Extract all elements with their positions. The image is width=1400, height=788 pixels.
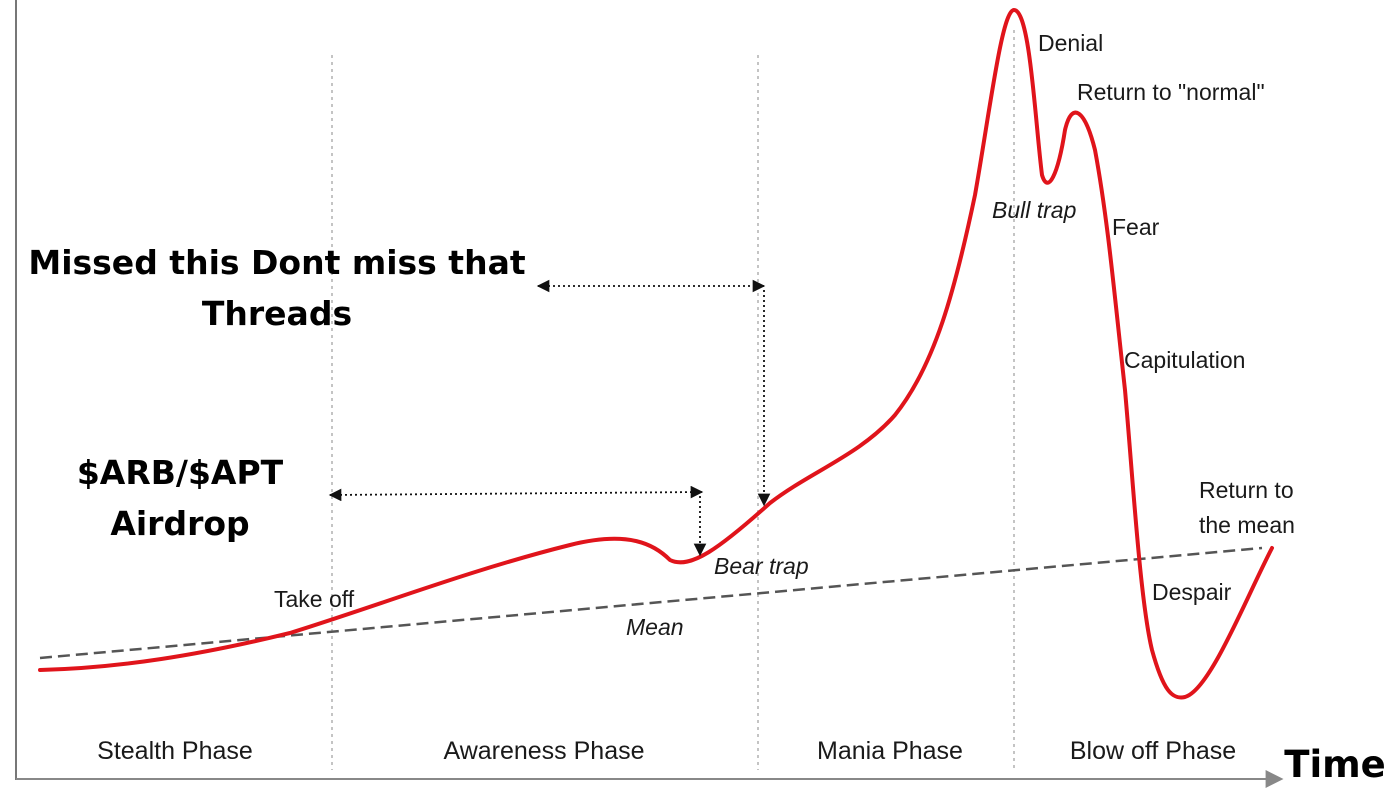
label-despair: Despair <box>1152 579 1232 605</box>
phase-label-awareness: Awareness Phase <box>443 737 644 765</box>
label-take-off: Take off <box>274 586 355 612</box>
label-bull-trap: Bull trap <box>992 197 1077 223</box>
x-axis-label: Time <box>1284 743 1386 786</box>
callout-airdrop-line2: Airdrop <box>110 504 249 543</box>
phase-label-stealth: Stealth Phase <box>97 737 253 765</box>
mean-line <box>39 546 1263 660</box>
label-bear-trap: Bear trap <box>714 553 809 579</box>
label-capitulation: Capitulation <box>1124 347 1245 373</box>
price-curve <box>38 8 1274 700</box>
callout-airdrop-line1: $ARB/$APT <box>77 453 284 492</box>
label-denial: Denial <box>1038 30 1103 56</box>
callout-threads-line2: Threads <box>202 294 352 333</box>
airdrop-arrow-h <box>328 485 704 502</box>
label-mean: Mean <box>626 614 684 640</box>
callout-threads-line1: Missed this Dont miss that <box>28 243 525 282</box>
phase-label-blowoff: Blow off Phase <box>1070 737 1236 765</box>
label-return-normal: Return to "normal" <box>1077 79 1265 105</box>
phase-label-mania: Mania Phase <box>817 737 963 765</box>
label-return-mean-2: the mean <box>1199 512 1295 538</box>
label-fear: Fear <box>1112 214 1160 240</box>
label-return-mean-1: Return to <box>1199 477 1294 503</box>
